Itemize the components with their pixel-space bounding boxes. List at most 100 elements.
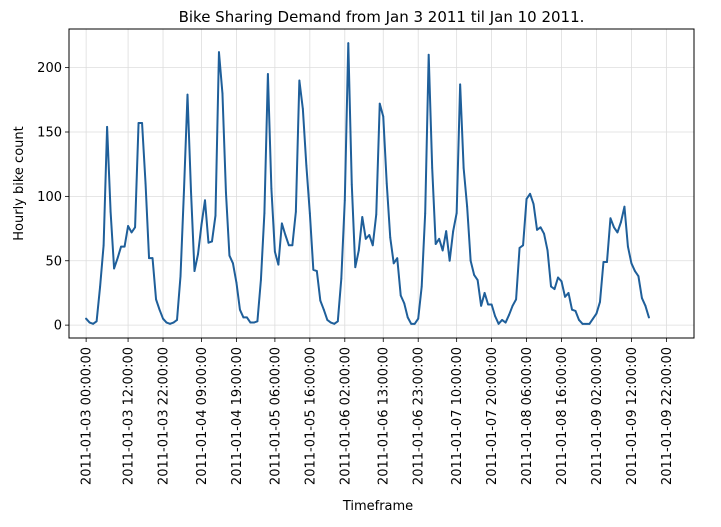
data-point <box>564 295 566 298</box>
data-point <box>406 316 409 319</box>
data-point <box>301 107 304 110</box>
data-point <box>368 234 371 236</box>
x-tick-label: 2011-01-06 02:00:00 <box>338 347 353 485</box>
data-point <box>120 245 122 248</box>
data-point <box>354 266 357 269</box>
x-axis-label: Timeframe <box>342 499 413 514</box>
data-point <box>497 322 500 325</box>
data-point <box>445 230 448 233</box>
data-point <box>623 205 626 208</box>
data-point <box>511 304 514 307</box>
data-point <box>158 308 161 311</box>
data-point <box>350 183 353 186</box>
data-point <box>116 257 119 260</box>
data-point <box>413 322 416 325</box>
data-point <box>260 279 262 281</box>
x-tick-label: 2011-01-09 22:00:00 <box>660 347 675 485</box>
data-point <box>270 187 273 190</box>
data-point <box>469 259 472 262</box>
data-point <box>389 236 392 239</box>
data-point <box>127 225 129 227</box>
data-point <box>399 294 402 297</box>
data-point <box>396 257 399 260</box>
data-point <box>190 190 192 193</box>
data-point <box>371 244 374 247</box>
data-point <box>144 182 147 185</box>
data-point <box>148 257 150 260</box>
data-point <box>357 249 360 252</box>
data-point <box>273 250 276 253</box>
x-tick-label: 2011-01-05 06:00:00 <box>268 347 283 485</box>
x-tick-label: 2011-01-03 12:00:00 <box>122 347 137 485</box>
data-point <box>385 182 388 185</box>
data-point <box>518 246 521 249</box>
data-point <box>599 301 601 303</box>
data-point <box>581 322 584 325</box>
data-point <box>280 222 283 225</box>
data-point <box>420 285 423 288</box>
data-point <box>298 79 301 82</box>
data-point <box>550 285 552 288</box>
data-point <box>137 122 140 124</box>
chart-title: Bike Sharing Demand from Jan 3 2011 til … <box>179 8 585 26</box>
data-point <box>162 317 164 320</box>
data-point <box>183 189 185 191</box>
x-tick-label: 2011-01-04 09:00:00 <box>195 347 210 485</box>
data-point <box>567 292 570 294</box>
data-point <box>410 322 413 325</box>
data-point <box>329 321 332 324</box>
x-tick-label: 2011-01-08 16:00:00 <box>555 347 570 485</box>
data-point <box>225 191 227 194</box>
data-point <box>193 270 196 272</box>
data-point <box>466 205 469 208</box>
data-point <box>172 321 175 324</box>
data-point <box>595 312 598 315</box>
x-tick-label: 2011-01-03 00:00:00 <box>80 347 95 485</box>
data-point <box>546 249 549 252</box>
x-tick-label: 2011-01-05 16:00:00 <box>303 347 318 485</box>
data-point <box>627 245 629 248</box>
data-point <box>249 321 252 324</box>
data-point <box>417 317 420 320</box>
data-point <box>571 308 573 311</box>
data-point <box>539 226 542 229</box>
plot-area-frame <box>68 28 695 339</box>
data-point <box>560 280 563 283</box>
data-point <box>113 267 115 270</box>
data-point <box>473 274 476 276</box>
x-tick-label: 2011-01-06 23:00:00 <box>412 347 427 485</box>
data-point <box>616 231 619 234</box>
x-tick-label: 2011-01-07 20:00:00 <box>485 347 500 485</box>
data-point <box>109 210 112 213</box>
data-point <box>536 228 538 231</box>
data-point <box>214 214 217 217</box>
x-tick-label: 2011-01-09 02:00:00 <box>590 347 605 485</box>
data-point <box>85 317 88 320</box>
data-point <box>578 319 580 321</box>
data-point <box>284 234 287 236</box>
data-point <box>504 321 507 324</box>
x-tick-label: 2011-01-09 12:00:00 <box>625 347 640 485</box>
x-tick-label: 2011-01-07 10:00:00 <box>450 347 465 485</box>
demand-series-line <box>85 42 650 325</box>
data-point <box>232 262 234 265</box>
data-point <box>459 83 462 86</box>
x-tick-label: 2011-01-08 06:00:00 <box>520 347 535 485</box>
data-point <box>315 270 318 272</box>
data-point <box>448 259 451 262</box>
data-point <box>508 313 510 316</box>
data-point <box>532 203 535 206</box>
data-point <box>553 288 556 290</box>
data-point <box>336 320 339 323</box>
data-point <box>88 321 91 324</box>
data-point <box>641 297 643 299</box>
data-point <box>364 237 367 240</box>
data-point <box>434 243 437 245</box>
data-point <box>211 240 213 243</box>
data-point <box>588 322 591 325</box>
data-point <box>308 212 311 215</box>
x-tick-label: 2011-01-04 19:00:00 <box>230 347 245 485</box>
data-point <box>242 316 245 319</box>
y-axis: 0 50 100 150 200 <box>37 61 69 334</box>
